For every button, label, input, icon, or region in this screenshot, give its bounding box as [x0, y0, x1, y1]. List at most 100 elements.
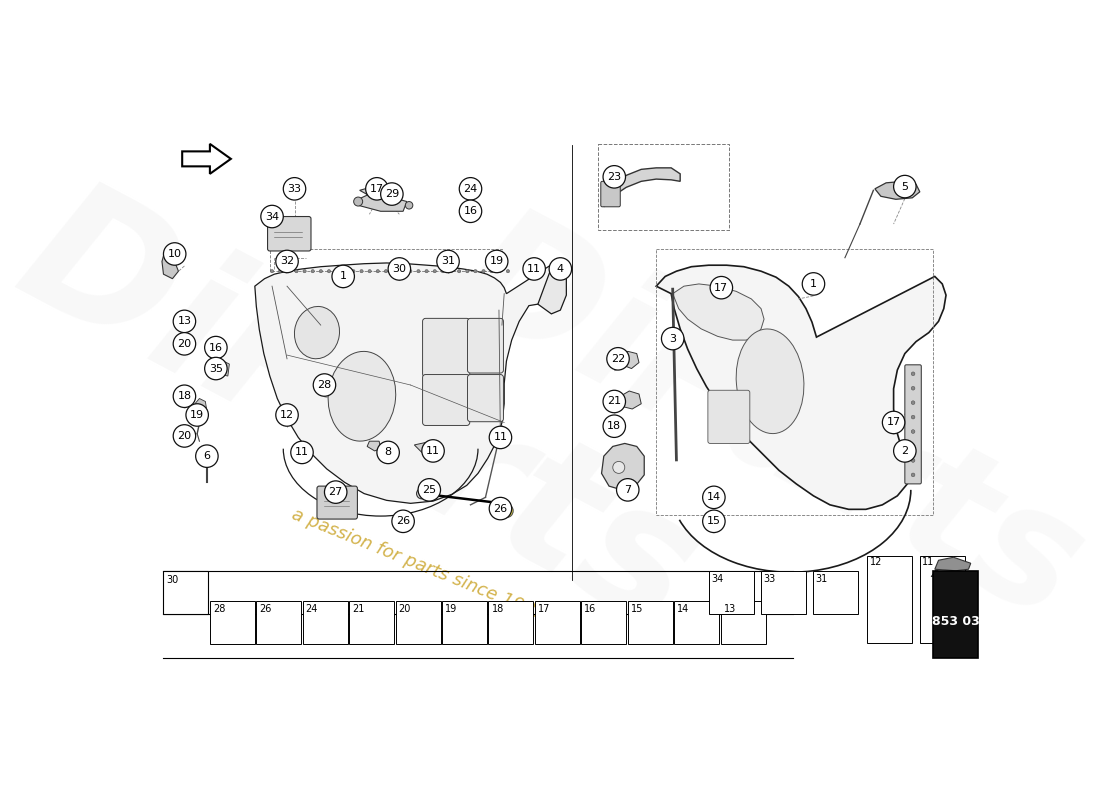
- Circle shape: [911, 444, 915, 448]
- Polygon shape: [183, 144, 231, 174]
- Text: 30: 30: [393, 264, 406, 274]
- FancyBboxPatch shape: [708, 390, 750, 443]
- Text: 8: 8: [385, 447, 392, 458]
- Text: 17: 17: [538, 605, 550, 614]
- Text: 32: 32: [280, 257, 294, 266]
- Text: 13: 13: [177, 316, 191, 326]
- Text: 35: 35: [209, 363, 223, 374]
- Text: 19: 19: [190, 410, 205, 420]
- Bar: [761, 570, 806, 614]
- Text: 15: 15: [630, 605, 644, 614]
- Text: 17: 17: [887, 418, 901, 427]
- Text: 14: 14: [707, 492, 721, 502]
- Circle shape: [343, 270, 346, 273]
- Bar: [814, 570, 858, 614]
- Circle shape: [458, 270, 461, 273]
- Bar: [708, 570, 754, 614]
- Circle shape: [360, 270, 363, 273]
- Circle shape: [911, 372, 915, 376]
- Bar: [720, 601, 766, 644]
- Text: DiParts: DiParts: [0, 164, 725, 666]
- Circle shape: [418, 478, 440, 501]
- Circle shape: [711, 277, 733, 299]
- Circle shape: [352, 270, 355, 273]
- Circle shape: [186, 404, 208, 426]
- Circle shape: [482, 270, 485, 273]
- Circle shape: [173, 425, 196, 447]
- Polygon shape: [218, 361, 230, 376]
- Ellipse shape: [295, 306, 340, 358]
- Text: 16: 16: [463, 206, 477, 216]
- Text: 14: 14: [678, 605, 690, 614]
- Text: 18: 18: [177, 391, 191, 402]
- Circle shape: [287, 270, 290, 273]
- Circle shape: [196, 445, 218, 467]
- Circle shape: [276, 250, 298, 273]
- Bar: [597, 144, 729, 230]
- Circle shape: [284, 178, 306, 200]
- Polygon shape: [602, 443, 645, 490]
- FancyBboxPatch shape: [422, 318, 470, 377]
- Circle shape: [460, 178, 482, 200]
- Bar: [674, 601, 719, 644]
- Circle shape: [278, 270, 282, 273]
- Circle shape: [354, 197, 363, 206]
- Polygon shape: [255, 263, 563, 503]
- Circle shape: [276, 404, 298, 426]
- Circle shape: [802, 273, 825, 295]
- Text: 20: 20: [177, 431, 191, 441]
- Polygon shape: [162, 250, 178, 278]
- Text: 19: 19: [490, 257, 504, 266]
- Circle shape: [499, 504, 514, 518]
- Circle shape: [425, 270, 428, 273]
- Circle shape: [911, 386, 915, 390]
- Text: 11: 11: [426, 446, 440, 456]
- Circle shape: [392, 510, 415, 533]
- Text: 6: 6: [204, 451, 210, 461]
- Polygon shape: [282, 411, 297, 422]
- Circle shape: [388, 258, 410, 280]
- Circle shape: [365, 178, 388, 200]
- Circle shape: [173, 310, 196, 333]
- Text: 12: 12: [280, 410, 294, 420]
- Circle shape: [173, 385, 196, 407]
- Polygon shape: [657, 266, 946, 510]
- Polygon shape: [604, 168, 680, 206]
- Circle shape: [607, 347, 629, 370]
- Circle shape: [328, 270, 331, 273]
- Text: 13: 13: [724, 605, 736, 614]
- FancyBboxPatch shape: [317, 486, 358, 519]
- Text: 11: 11: [295, 447, 309, 458]
- Circle shape: [368, 270, 372, 273]
- Text: 34: 34: [711, 574, 723, 585]
- Text: 24: 24: [306, 605, 318, 614]
- Text: 31: 31: [441, 257, 455, 266]
- Text: 17: 17: [714, 282, 728, 293]
- Circle shape: [911, 458, 915, 462]
- Polygon shape: [874, 182, 920, 199]
- Text: 25: 25: [422, 485, 437, 495]
- Text: 15: 15: [707, 516, 721, 526]
- Circle shape: [549, 258, 572, 280]
- Bar: [535, 601, 580, 644]
- Bar: [270, 249, 502, 271]
- Text: 30: 30: [166, 575, 178, 586]
- Polygon shape: [538, 262, 566, 314]
- Circle shape: [474, 270, 477, 273]
- Text: 33: 33: [763, 574, 776, 585]
- Text: a passion for parts since 1985: a passion for parts since 1985: [288, 506, 548, 624]
- Circle shape: [437, 250, 460, 273]
- Circle shape: [450, 270, 452, 273]
- FancyBboxPatch shape: [601, 182, 620, 206]
- Text: 18: 18: [607, 422, 621, 431]
- Polygon shape: [367, 441, 381, 451]
- Text: 16: 16: [584, 605, 596, 614]
- Bar: [488, 601, 534, 644]
- Circle shape: [205, 336, 227, 359]
- Circle shape: [433, 270, 437, 273]
- Polygon shape: [360, 186, 399, 199]
- Text: 24: 24: [463, 184, 477, 194]
- Text: 1: 1: [810, 279, 817, 289]
- Circle shape: [173, 333, 196, 355]
- FancyBboxPatch shape: [267, 217, 311, 251]
